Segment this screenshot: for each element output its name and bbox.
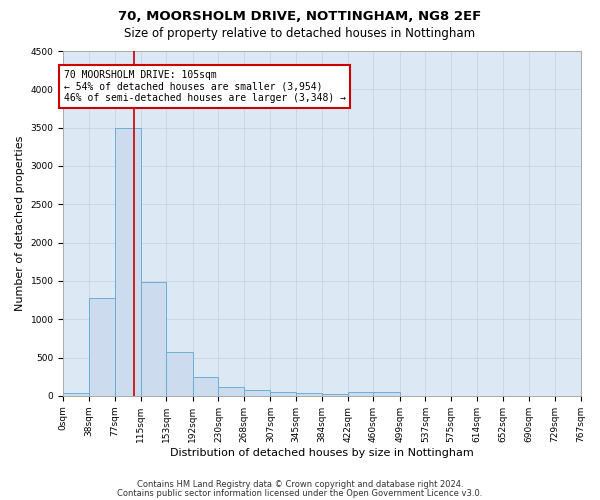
Bar [348, 392, 373, 396]
Bar [193, 378, 218, 396]
Bar [89, 298, 115, 396]
Text: Size of property relative to detached houses in Nottingham: Size of property relative to detached ho… [124, 28, 476, 40]
Bar [244, 390, 271, 396]
Text: Contains HM Land Registry data © Crown copyright and database right 2024.: Contains HM Land Registry data © Crown c… [137, 480, 463, 489]
X-axis label: Distribution of detached houses by size in Nottingham: Distribution of detached houses by size … [170, 448, 474, 458]
Bar [296, 393, 322, 396]
Bar [63, 393, 89, 396]
Bar [218, 387, 244, 396]
Bar [322, 394, 348, 396]
Text: 70, MOORSHOLM DRIVE, NOTTINGHAM, NG8 2EF: 70, MOORSHOLM DRIVE, NOTTINGHAM, NG8 2EF [118, 10, 482, 23]
Bar [166, 352, 193, 396]
Bar [271, 392, 296, 396]
Bar [373, 392, 400, 396]
Y-axis label: Number of detached properties: Number of detached properties [15, 136, 25, 311]
Text: 70 MOORSHOLM DRIVE: 105sqm
← 54% of detached houses are smaller (3,954)
46% of s: 70 MOORSHOLM DRIVE: 105sqm ← 54% of deta… [64, 70, 346, 103]
Text: Contains public sector information licensed under the Open Government Licence v3: Contains public sector information licen… [118, 488, 482, 498]
Bar [141, 282, 166, 396]
Bar [115, 128, 141, 396]
